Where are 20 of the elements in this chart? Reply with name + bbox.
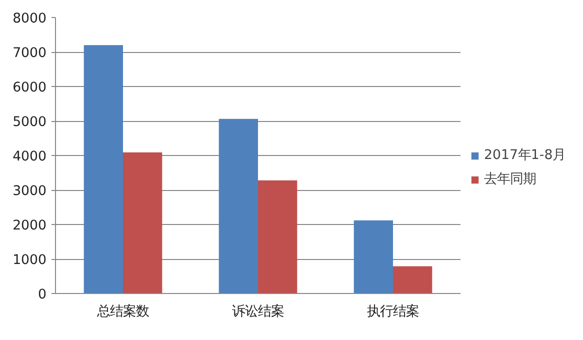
bar <box>84 45 123 294</box>
y-tick-label: 8000 <box>12 12 47 26</box>
x-tick-label: 执行结案 <box>367 304 419 320</box>
legend-label: 2017年1-8月 <box>484 147 566 164</box>
x-tick-label: 总结案数 <box>96 304 149 320</box>
bar <box>218 118 258 294</box>
y-tick-label: 5000 <box>12 115 47 130</box>
x-tick-label: 诉讼结案 <box>232 304 284 320</box>
bar <box>258 180 298 294</box>
y-tick-label: 7000 <box>12 46 47 61</box>
y-tick-label: 2000 <box>12 218 47 234</box>
y-tick-label: 6000 <box>12 80 47 96</box>
bar <box>123 152 162 294</box>
y-tick-label: 4000 <box>12 150 47 164</box>
bar <box>354 220 393 294</box>
bar <box>393 266 432 294</box>
y-tick-label: 3000 <box>12 184 47 199</box>
y-tick-label: 1000 <box>12 253 47 268</box>
y-tick-label: 0 <box>38 288 47 302</box>
legend-label: 去年同期 <box>484 171 536 188</box>
